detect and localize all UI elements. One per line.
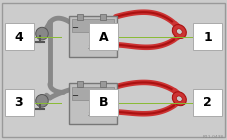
Bar: [100, 14, 106, 20]
FancyBboxPatch shape: [72, 19, 114, 32]
Text: −: −: [72, 24, 78, 32]
Text: 3: 3: [14, 96, 23, 109]
FancyBboxPatch shape: [193, 89, 222, 116]
Bar: [77, 14, 83, 20]
FancyBboxPatch shape: [5, 89, 34, 116]
Text: 1: 1: [203, 31, 212, 44]
Bar: [100, 81, 106, 87]
Text: 12V: 12V: [88, 45, 99, 50]
Text: 12V: 12V: [88, 112, 99, 117]
Ellipse shape: [172, 24, 186, 39]
Ellipse shape: [176, 29, 182, 34]
Ellipse shape: [36, 94, 48, 107]
Ellipse shape: [172, 92, 186, 106]
FancyBboxPatch shape: [89, 89, 118, 116]
Text: A: A: [99, 31, 108, 44]
Bar: [77, 81, 83, 87]
FancyBboxPatch shape: [72, 87, 114, 100]
FancyBboxPatch shape: [89, 23, 118, 50]
Text: B: B: [99, 96, 108, 109]
Ellipse shape: [176, 96, 182, 102]
Text: 4: 4: [14, 31, 23, 44]
FancyBboxPatch shape: [69, 83, 117, 124]
Text: 2: 2: [203, 96, 212, 109]
Ellipse shape: [36, 27, 48, 40]
Text: R11-0438: R11-0438: [202, 135, 224, 139]
FancyBboxPatch shape: [5, 23, 34, 50]
Text: −: −: [72, 91, 78, 100]
FancyBboxPatch shape: [69, 16, 117, 57]
FancyBboxPatch shape: [193, 23, 222, 50]
